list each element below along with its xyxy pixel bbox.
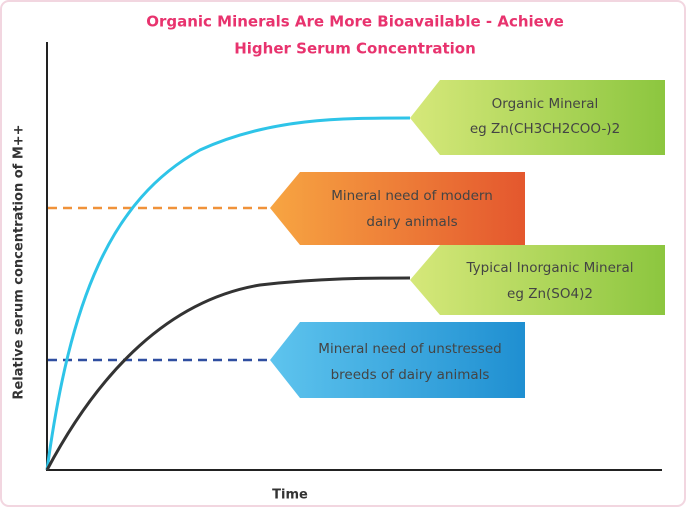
callout-text: eg Zn(SO4)2 — [507, 286, 593, 302]
callout-text: Mineral need of modern — [331, 188, 493, 204]
callout — [270, 322, 525, 398]
callout — [410, 245, 665, 315]
callout-text: breeds of dairy animals — [331, 367, 490, 383]
callout — [410, 80, 665, 155]
organic-curve — [45, 116, 411, 471]
callout-text: dairy animals — [366, 214, 457, 230]
x-axis-label: Time — [272, 488, 308, 503]
title-line: Higher Serum Concentration — [234, 40, 476, 58]
inorganic-curve — [45, 276, 411, 471]
callout-text: Organic Mineral — [492, 96, 599, 112]
y-axis-label: Relative serum concentration of M++ — [12, 124, 27, 399]
title-line: Organic Minerals Are More Bioavailable -… — [146, 13, 564, 31]
callout — [270, 172, 525, 245]
callout-text: Mineral need of unstressed — [318, 341, 501, 357]
callout-text: eg Zn(CH3CH2COO-)2 — [470, 121, 620, 137]
callout-text: Typical Inorganic Mineral — [466, 260, 634, 276]
